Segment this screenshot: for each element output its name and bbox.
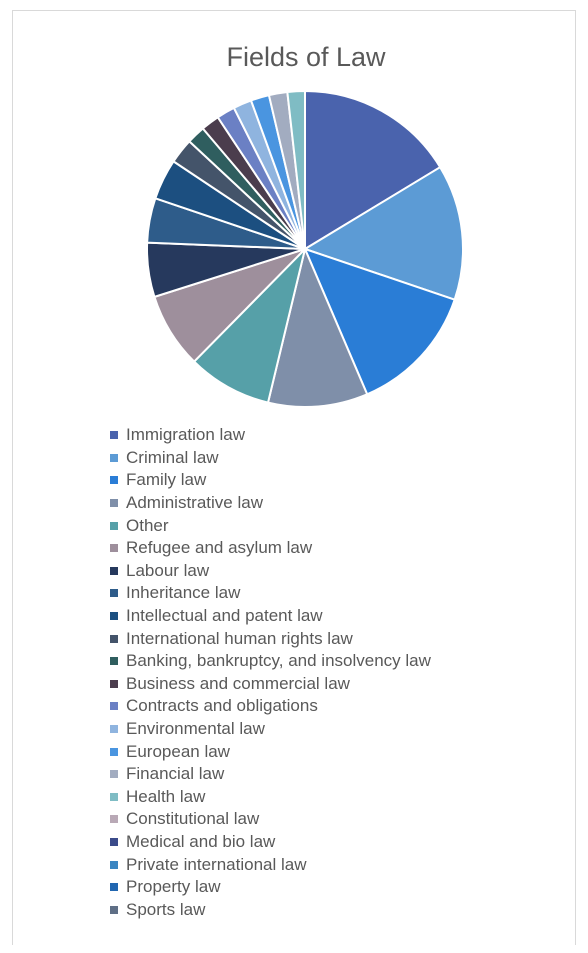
legend-label: Property law [126,877,221,897]
legend-label: Inheritance law [126,583,241,603]
legend-label: Business and commercial law [126,673,350,693]
legend-label: Labour law [126,560,210,580]
pie-slice-1 [304,166,464,301]
legend-item: Inheritance law [110,582,431,605]
legend-swatch [110,589,118,598]
legend-item: Financial law [110,763,431,786]
legend-item: Contracts and obligations [110,695,431,718]
legend-label: Health law [126,786,206,806]
legend-label: Contracts and obligations [126,696,318,716]
pie-slices [146,90,464,408]
legend-swatch [110,815,118,824]
legend-label: Financial law [126,764,225,784]
legend-swatch [110,521,118,530]
legend-swatch [110,453,118,462]
legend-swatch [110,431,118,440]
legend-swatch [110,544,118,553]
legend-swatch [110,905,118,914]
legend-item: Medical and bio law [110,831,431,854]
legend-label: Banking, bankruptcy, and insolvency law [126,651,431,671]
legend-label: Immigration law [126,425,246,445]
pie-slice-0 [304,90,442,250]
legend-swatch [110,792,118,801]
legend-swatch [110,860,118,869]
legend-label: Medical and bio law [126,831,276,851]
legend-label: Environmental law [126,719,265,739]
legend-swatch [110,657,118,666]
legend-label: International human rights law [126,628,353,648]
legend-item: Administrative law [110,492,431,515]
legend-item: Immigration law [110,424,431,447]
legend-swatch [110,747,118,756]
legend-item: Refugee and asylum law [110,537,431,560]
legend-label: Refugee and asylum law [126,538,313,558]
legend-swatch [110,679,118,688]
legend-item: Sports law [110,898,431,921]
legend-item: Business and commercial law [110,673,431,696]
legend-swatch [110,770,118,779]
legend-swatch [110,476,118,485]
legend-swatch [110,883,118,892]
legend-item: Family law [110,469,431,492]
legend-swatch [110,566,118,575]
legend-swatch [110,725,118,734]
legend-item: Banking, bankruptcy, and insolvency law [110,650,431,673]
pie-slice-2 [304,248,456,396]
chart-title: Fields of Law [226,42,386,72]
legend-item: Health law [110,786,431,809]
legend-swatch [110,837,118,846]
pie-slice-16 [286,90,306,250]
chart-legend: Immigration law Criminal law Family law Adm… [110,424,431,921]
legend-label: Administrative law [126,493,263,513]
pie-slice-3 [267,248,369,408]
legend-swatch [110,634,118,643]
legend-item: Criminal law [110,447,431,470]
legend-item: Environmental law [110,718,431,741]
legend-swatch [110,612,118,621]
legend-swatch [110,499,118,508]
legend-item: European law [110,740,431,763]
chart-frame [12,10,576,945]
legend-label: Other [126,515,169,535]
legend-label: Private international law [126,854,307,874]
legend-label: Constitutional law [126,809,260,829]
legend-item: Property law [110,876,431,899]
legend-label: Family law [126,470,207,490]
legend-label: European law [126,741,230,761]
legend-item: Other [110,514,431,537]
legend-swatch [110,702,118,711]
legend-item: Constitutional law [110,808,431,831]
legend-item: Labour law [110,560,431,583]
legend-item: International human rights law [110,627,431,650]
pie-slice-4 [193,248,306,404]
legend-item: Private international law [110,853,431,876]
legend-item: Intellectual and patent law [110,605,431,628]
legend-label: Criminal law [126,447,219,467]
legend-label: Intellectual and patent law [126,606,323,626]
legend-label: Sports law [126,899,206,919]
